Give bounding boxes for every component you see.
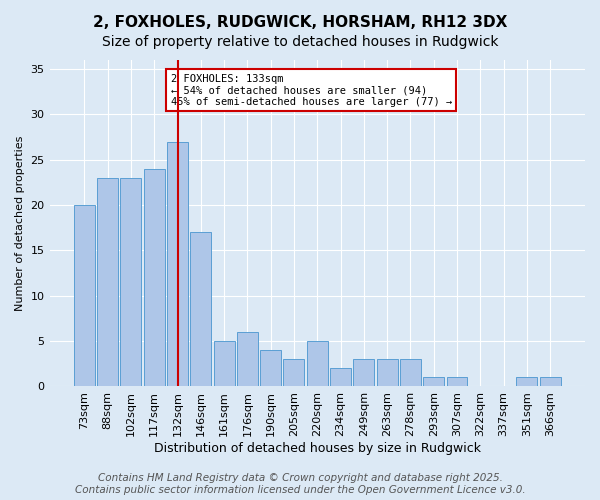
Bar — [307, 341, 328, 386]
Text: Size of property relative to detached houses in Rudgwick: Size of property relative to detached ho… — [102, 35, 498, 49]
Bar — [237, 332, 258, 386]
Bar — [144, 169, 165, 386]
Bar — [167, 142, 188, 386]
Bar — [517, 378, 538, 386]
Bar — [539, 378, 560, 386]
Bar — [446, 378, 467, 386]
Bar — [190, 232, 211, 386]
Text: Contains HM Land Registry data © Crown copyright and database right 2025.
Contai: Contains HM Land Registry data © Crown c… — [74, 474, 526, 495]
Text: 2, FOXHOLES, RUDGWICK, HORSHAM, RH12 3DX: 2, FOXHOLES, RUDGWICK, HORSHAM, RH12 3DX — [93, 15, 507, 30]
Bar — [400, 360, 421, 386]
Bar — [97, 178, 118, 386]
Bar — [74, 205, 95, 386]
Bar — [377, 360, 398, 386]
Bar — [214, 341, 235, 386]
Bar — [121, 178, 142, 386]
Bar — [260, 350, 281, 387]
Y-axis label: Number of detached properties: Number of detached properties — [15, 136, 25, 311]
X-axis label: Distribution of detached houses by size in Rudgwick: Distribution of detached houses by size … — [154, 442, 481, 455]
Bar — [353, 360, 374, 386]
Bar — [283, 360, 304, 386]
Bar — [423, 378, 444, 386]
Text: 2 FOXHOLES: 133sqm
← 54% of detached houses are smaller (94)
45% of semi-detache: 2 FOXHOLES: 133sqm ← 54% of detached hou… — [170, 74, 452, 107]
Bar — [330, 368, 351, 386]
